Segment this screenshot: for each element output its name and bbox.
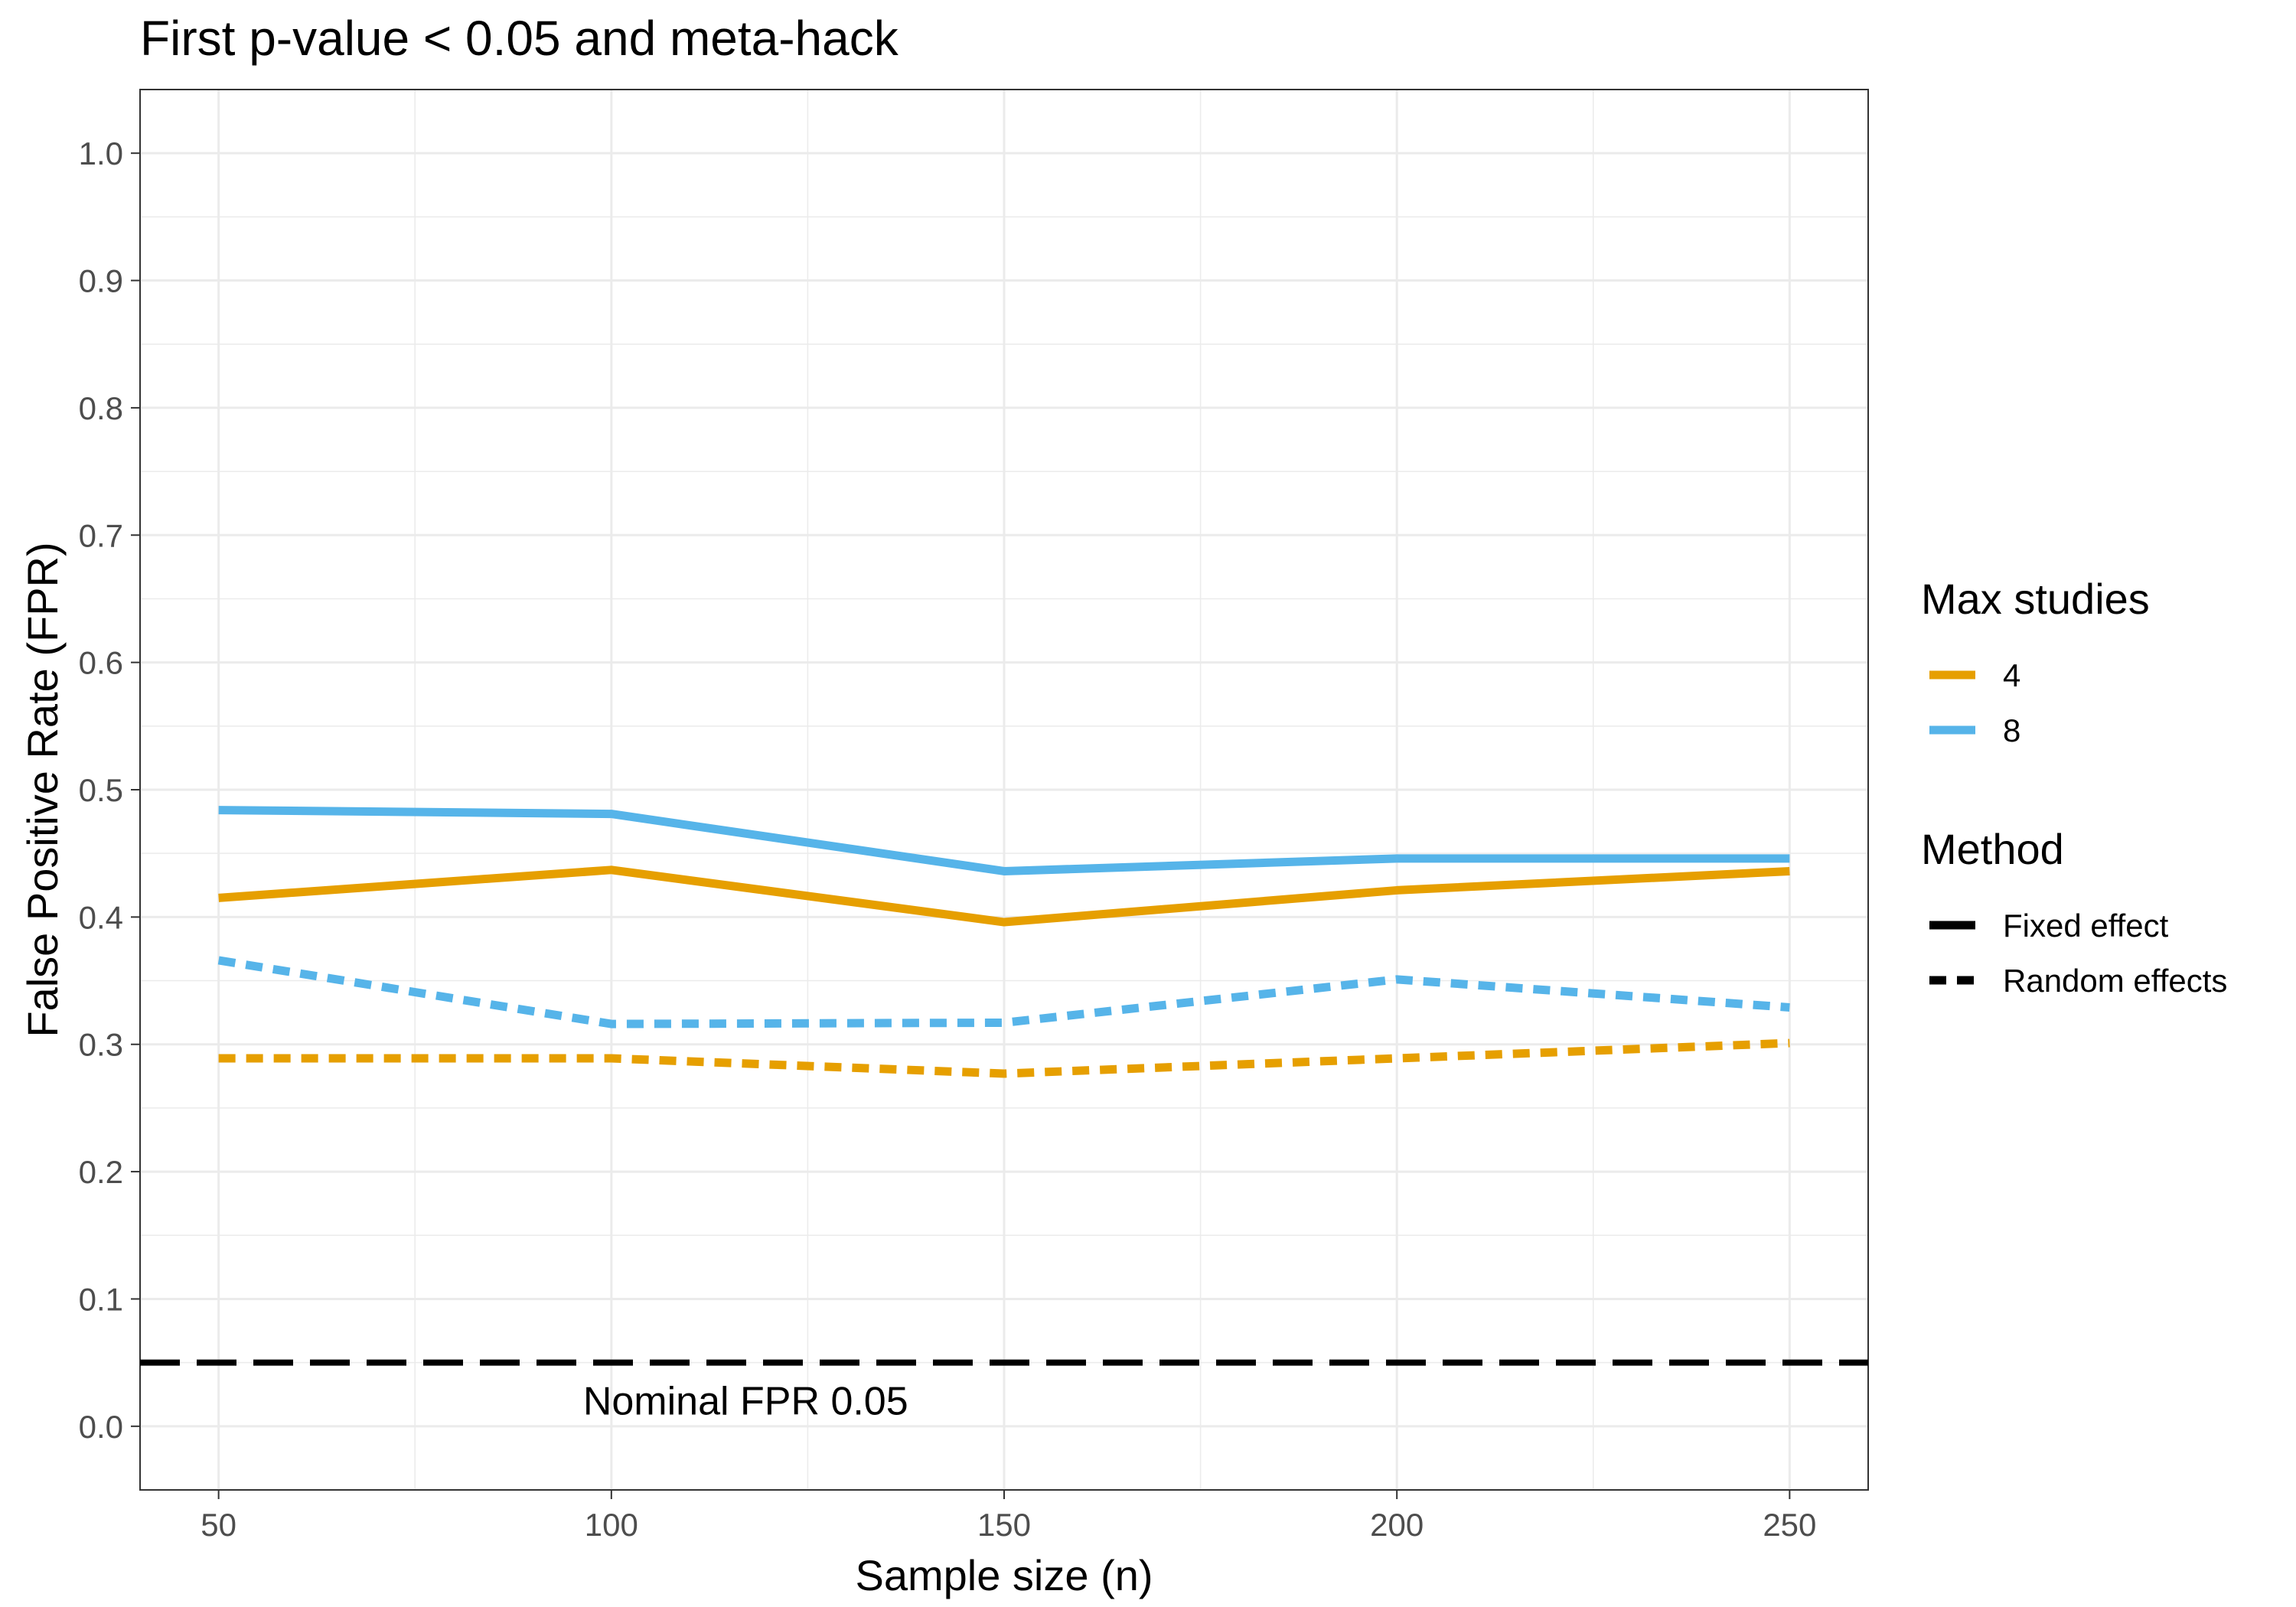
x-tick-label: 50 bbox=[201, 1507, 236, 1543]
y-tick-label: 0.7 bbox=[79, 517, 123, 553]
legend: Max studies 4 8 Method Fixed effect Random ef… bbox=[1921, 575, 2227, 999]
legend-label: Random effects bbox=[2003, 963, 2227, 999]
y-tick-label: 1.0 bbox=[79, 135, 123, 171]
y-tick-label: 0.6 bbox=[79, 645, 123, 681]
series-line-8-fixed-effect bbox=[218, 806, 1790, 875]
y-tick-label: 0.4 bbox=[79, 899, 123, 935]
y-tick-label: 0.5 bbox=[79, 772, 123, 808]
y-tick-label: 0.1 bbox=[79, 1281, 123, 1317]
y-tick-label: 0.9 bbox=[79, 263, 123, 299]
legend-label: 8 bbox=[2003, 712, 2020, 748]
x-axis-title: Sample size (n) bbox=[855, 1551, 1153, 1599]
y-tick-label: 0.8 bbox=[79, 390, 123, 426]
x-tick-label: 250 bbox=[1763, 1507, 1816, 1543]
series-line-4-random-effects bbox=[218, 1038, 1790, 1078]
legend-label: Fixed effect bbox=[2003, 908, 2169, 944]
axis-ticks: 50 100 150 200 250 0.0 0.1 0.2 0.3 0.4 0.5 0.6 0.7 0.… bbox=[79, 135, 1817, 1543]
series-group bbox=[217, 806, 1790, 1078]
y-axis-title: False Positive Rate (FPR) bbox=[18, 542, 67, 1037]
y-tick-label: 0.0 bbox=[79, 1409, 123, 1445]
legend-title: Method bbox=[1921, 825, 2064, 873]
y-tick-label: 0.2 bbox=[79, 1154, 123, 1190]
x-tick-label: 100 bbox=[585, 1507, 638, 1543]
grid-lines bbox=[140, 90, 1868, 1490]
x-tick-label: 200 bbox=[1370, 1507, 1424, 1543]
series-line-4-fixed-effect bbox=[218, 865, 1790, 927]
legend-label: 4 bbox=[2003, 657, 2020, 693]
nominal-fpr-annotation: Nominal FPR 0.05 bbox=[583, 1380, 908, 1424]
y-tick-label: 0.3 bbox=[79, 1027, 123, 1063]
legend-title: Max studies bbox=[1921, 575, 2150, 623]
chart-title: First p-value < 0.05 and meta-hack bbox=[140, 11, 899, 66]
x-tick-label: 150 bbox=[977, 1507, 1031, 1543]
